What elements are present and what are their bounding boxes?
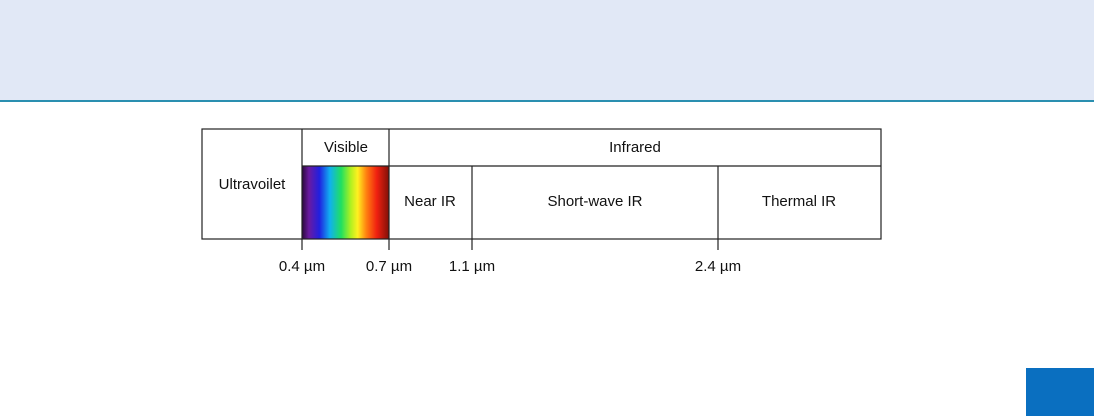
band-label: Near IR bbox=[404, 193, 456, 210]
band-label: Short-wave IR bbox=[547, 193, 642, 210]
visible-gradient bbox=[302, 166, 389, 239]
boundary-label: 0.4 µm bbox=[279, 258, 325, 275]
boundary-label: 2.4 µm bbox=[695, 258, 741, 275]
boundary-label: 1.1 µm bbox=[449, 258, 495, 275]
corner-block bbox=[1026, 368, 1094, 416]
boundary-label: 0.7 µm bbox=[366, 258, 412, 275]
region-label: Ultravoilet bbox=[219, 176, 287, 193]
region-label: Infrared bbox=[609, 139, 661, 156]
band-label: Thermal IR bbox=[762, 193, 836, 210]
region-label: Visible bbox=[324, 139, 368, 156]
outer-box bbox=[201, 128, 882, 240]
header-band bbox=[0, 0, 1094, 102]
